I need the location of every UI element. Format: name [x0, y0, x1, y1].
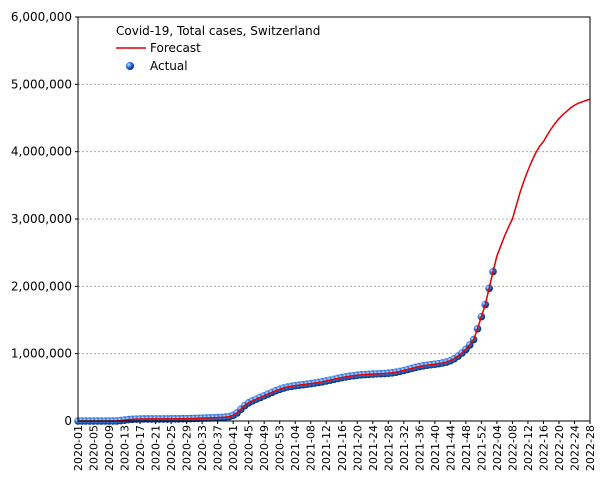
- x-tick-label: 2022-28: [584, 425, 597, 471]
- x-tick-label: 2021-08: [305, 425, 318, 471]
- x-tick-label: 2020-25: [165, 425, 178, 471]
- x-tick-label: 2021-40: [429, 425, 442, 471]
- x-tick-label: 2020-17: [134, 425, 147, 471]
- x-tick-label: 2021-04: [289, 425, 302, 471]
- y-tick-label: 2,000,000: [11, 279, 72, 293]
- legend-label: Forecast: [150, 41, 201, 55]
- x-tick-label: 2021-20: [351, 425, 364, 471]
- x-tick-label: 2020-41: [227, 425, 240, 471]
- x-tick-label: 2021-32: [398, 425, 411, 471]
- x-tick-label: 2021-24: [367, 425, 380, 471]
- x-tick-label: 2020-49: [258, 425, 271, 471]
- x-tick-label: 2021-16: [336, 425, 349, 471]
- x-tick-label: 2020-33: [196, 425, 209, 471]
- x-tick-label: 2020-29: [181, 425, 194, 471]
- x-tick-label: 2022-16: [537, 425, 550, 471]
- x-tick-label: 2021-52: [475, 425, 488, 471]
- x-tick-label: 2021-28: [382, 425, 395, 471]
- x-tick-label: 2020-05: [88, 425, 101, 471]
- x-tick-label: 2021-12: [320, 425, 333, 471]
- x-tick-label: 2021-48: [460, 425, 473, 471]
- x-tick-label: 2020-09: [103, 425, 116, 471]
- x-tick-label: 2020-53: [274, 425, 287, 471]
- x-tick-label: 2022-20: [553, 425, 566, 471]
- x-tick-label: 2021-44: [444, 425, 457, 471]
- forecast-line: [78, 98, 591, 422]
- y-tick-label: 1,000,000: [11, 347, 72, 361]
- x-tick-label: 2022-12: [522, 425, 535, 471]
- x-tick-label: 2020-37: [212, 425, 225, 471]
- plot-frame: [77, 16, 591, 422]
- x-tick-label: 2020-45: [243, 425, 256, 471]
- y-tick-label: 0: [64, 414, 72, 428]
- x-tick-label: 2020-01: [72, 425, 85, 471]
- legend-label: Actual: [150, 59, 188, 73]
- chart-title: Covid-19, Total cases, Switzerland: [116, 24, 320, 38]
- legend-marker: [126, 62, 134, 70]
- x-tick-label: 2022-04: [491, 425, 504, 471]
- x-tick-label: 2020-21: [150, 425, 163, 471]
- x-tick-label: 2020-13: [119, 425, 132, 471]
- y-tick-label: 3,000,000: [11, 212, 72, 226]
- x-tick-label: 2021-36: [413, 425, 426, 471]
- y-tick-label: 4,000,000: [11, 145, 72, 159]
- x-tick-label: 2022-24: [568, 425, 581, 471]
- x-tick-label: 2022-08: [506, 425, 519, 471]
- y-tick-label: 5,000,000: [11, 77, 72, 91]
- y-tick-label: 6,000,000: [11, 10, 72, 24]
